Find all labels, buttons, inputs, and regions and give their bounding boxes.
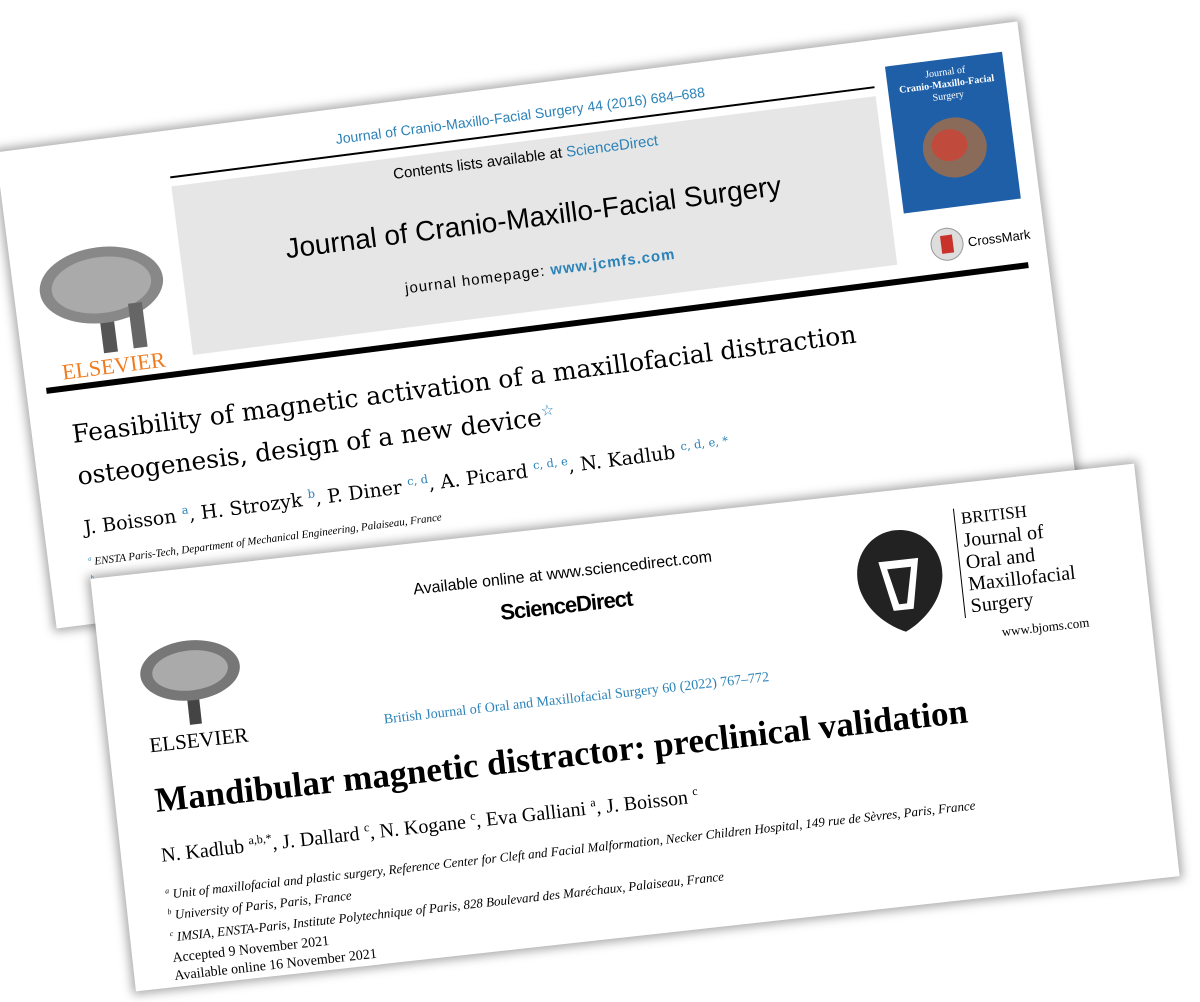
crossmark-icon — [930, 227, 964, 261]
author-name: N. Kadlub — [578, 441, 677, 476]
journal-url[interactable]: www.bjoms.com — [1000, 614, 1090, 640]
elsevier-tree — [39, 246, 164, 354]
author: N. Kadlub c, d, e, * — [567, 433, 730, 478]
author-name: Eva Galliani — [484, 797, 588, 831]
author-name: P. Diner — [326, 476, 404, 509]
author: J. Boisson a — [82, 503, 191, 540]
affil-key: a — [164, 886, 170, 896]
author-affil: a,b,* — [247, 830, 273, 848]
author-name: J. Boisson — [604, 786, 690, 818]
author: P. Diner c, d — [314, 472, 430, 510]
contents-label: Contents lists available at — [392, 144, 564, 183]
title-mark: ☆ — [539, 400, 556, 421]
paper-two: Available online at www.sciencedirect.co… — [90, 463, 1180, 992]
author: N. Kadlub a,b,* — [159, 830, 273, 867]
journal-logo: BRITISH Journal of Oral and Maxillofacial Su… — [952, 496, 1080, 619]
homepage-url[interactable]: www.jcmfs.com — [549, 245, 677, 279]
bjoms-crest — [857, 530, 943, 632]
masthead: Contents lists available at ScienceDirec… — [171, 96, 898, 355]
author: A. Picard c, d, e — [427, 454, 570, 495]
author-name: J. Dallard — [280, 822, 361, 854]
author: Eva Galliani a — [475, 795, 598, 832]
author: J. Dallard c — [271, 820, 371, 854]
author-affil: c, d, e, * — [679, 433, 729, 454]
crossmark-label: CrossMark — [966, 226, 1032, 250]
paper-one: Journal of Cranio-Maxillo-Facial Surgery… — [0, 21, 1079, 629]
sciencedirect-link[interactable]: ScienceDirect — [565, 132, 660, 161]
affil-key: a — [87, 555, 92, 563]
author-name: A. Picard — [439, 460, 530, 494]
elsevier-tree — [140, 640, 240, 725]
author-name: N. Kadlub — [159, 835, 246, 867]
cover-image — [922, 117, 987, 178]
author-affil: c, d, e — [532, 454, 569, 473]
homepage-label: journal homepage: — [404, 262, 547, 298]
crossmark[interactable]: CrossMark — [928, 217, 1032, 264]
author: H. Strozyk b — [188, 487, 317, 526]
cover: Journal of Cranio-Maxillo-Facial Surgery — [884, 51, 1021, 214]
affil-key: b — [166, 907, 172, 917]
author-affil: c, d — [406, 472, 429, 489]
author-name: N. Kogane — [378, 810, 467, 843]
author: J. Boisson c — [595, 783, 699, 819]
author-name: J. Boisson — [82, 505, 178, 540]
author-name: H. Strozyk — [199, 489, 304, 525]
affil-key: c — [169, 928, 174, 938]
journal-name: Journal of Cranio-Maxillo-Facial Surgery — [283, 169, 783, 265]
author: N. Kogane c — [368, 808, 477, 843]
author-affil: c — [691, 783, 699, 799]
